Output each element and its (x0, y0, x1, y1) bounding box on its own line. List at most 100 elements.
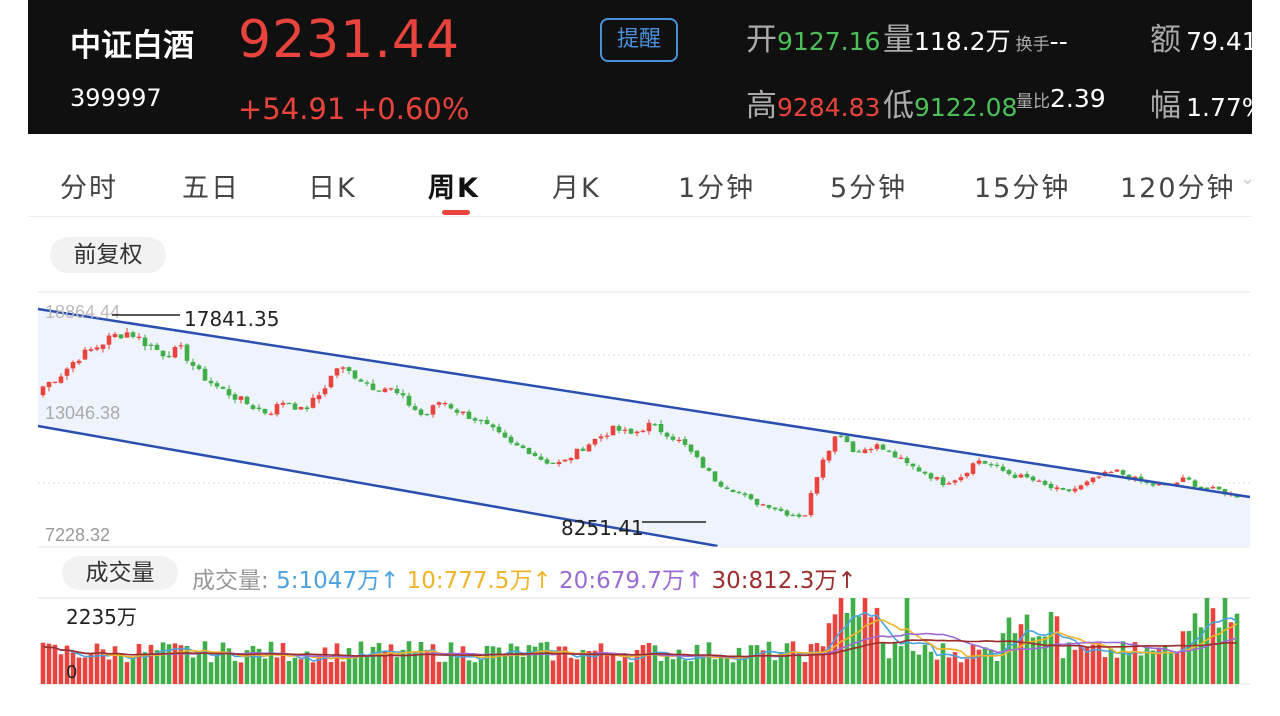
candle-body (322, 388, 328, 395)
amount-stat: 额 79.41 (1150, 14, 1252, 59)
volume-bar (802, 662, 808, 684)
candle-body (442, 403, 448, 405)
candle-body (916, 467, 922, 472)
candle-body (982, 461, 988, 464)
volume-bar (70, 652, 76, 684)
amplitude-label: 幅 (1150, 88, 1181, 124)
volume-bar (46, 643, 52, 684)
volume-bar (148, 644, 154, 684)
candle-body (682, 439, 688, 445)
volume-bar (670, 659, 676, 684)
candle-body (904, 457, 910, 464)
volume-bar (946, 657, 952, 684)
tab-1-minute[interactable]: 1分钟 (678, 173, 756, 204)
candle-body (604, 435, 610, 437)
tab-monthly-k[interactable]: 月K (552, 173, 601, 204)
volume-bar (790, 641, 796, 684)
price-channel-fill (38, 309, 1250, 546)
candle-body (520, 445, 526, 449)
turnover-value: -- (1049, 27, 1068, 56)
price-change: +54.91 (238, 92, 346, 126)
volume-bar (598, 643, 604, 684)
candle-body (814, 477, 820, 494)
candle-body (598, 436, 604, 439)
candle-body (1066, 489, 1072, 492)
volume-bar (544, 641, 550, 684)
tab-intraday[interactable]: 分时 (60, 173, 118, 204)
candle-body (514, 443, 520, 446)
tab-5-minute[interactable]: 5分钟 (830, 173, 908, 204)
volume-bar (382, 651, 388, 684)
candle-body (436, 402, 442, 405)
arrow-up-icon: ↑ (684, 568, 705, 594)
candle-body (574, 448, 580, 460)
volume-bar (958, 662, 964, 684)
volume-bar (580, 650, 586, 684)
volume-ma-series (42, 611, 1238, 662)
adjust-mode-button[interactable]: 前复权 (50, 237, 166, 273)
candle-body (622, 429, 628, 431)
candle-body (130, 332, 136, 337)
volume-bar (562, 646, 568, 684)
candle-body (1072, 488, 1078, 492)
volume-indicator-button[interactable]: 成交量 (62, 556, 178, 590)
candle-body (58, 376, 64, 383)
volume-ma30: 30:812.3万 (711, 568, 838, 594)
volume-bar (850, 598, 856, 684)
volume-bar (982, 647, 988, 684)
volume-bar (706, 642, 712, 684)
volume-bar (538, 642, 544, 684)
candle-body (220, 386, 226, 389)
volume-ma30-line (42, 639, 1238, 658)
volume-bar (976, 649, 982, 684)
left-margin (0, 0, 28, 716)
low-value: 9122.08 (914, 93, 1018, 122)
candle-body (700, 457, 706, 468)
volume-bar (1186, 631, 1192, 684)
volume-bar (64, 645, 70, 684)
candle-body (178, 345, 184, 347)
candle-body (106, 335, 112, 345)
candle-body (934, 477, 940, 480)
candle-body (160, 350, 166, 357)
volume-bar (1084, 647, 1090, 684)
volume-bar (844, 613, 850, 684)
volume-bar (694, 644, 700, 684)
candle-body (562, 459, 568, 462)
tab-weekly-k[interactable]: 周K (428, 173, 480, 204)
tab-daily-k[interactable]: 日K (308, 173, 357, 204)
candle-body (244, 396, 250, 405)
candle-body (298, 407, 304, 410)
volume-bar (490, 646, 496, 684)
chevron-down-icon[interactable]: ⌄ (1240, 168, 1256, 189)
candle-body (580, 448, 586, 451)
candle-body (394, 388, 400, 394)
low-marker-label: 8251.41 (561, 516, 644, 540)
y-tick-top: 18864.44 (45, 302, 120, 322)
volume-bar (604, 652, 610, 684)
volume-bar (874, 607, 880, 684)
volume-bar (406, 641, 412, 684)
volume-bar (478, 658, 484, 684)
candle-body (250, 405, 256, 409)
candle-body (730, 489, 736, 493)
volume-bar (1138, 655, 1144, 684)
candle-body (1090, 477, 1096, 482)
candle-body (1000, 466, 1006, 471)
candlestick-series (40, 328, 1240, 519)
candle-body (310, 397, 316, 408)
amplitude-value: 1.77% (1186, 93, 1252, 122)
volume-bar (1072, 649, 1078, 684)
tab-five-day[interactable]: 五日 (182, 173, 240, 204)
candle-body (676, 439, 682, 441)
candle-body (496, 426, 502, 433)
volume-bar (814, 643, 820, 684)
candle-body (82, 349, 88, 360)
candle-body (196, 365, 202, 369)
tab-120-minute[interactable]: 120分钟 (1120, 173, 1236, 204)
alert-button[interactable]: 提醒 (600, 18, 678, 62)
tab-15-minute[interactable]: 15分钟 (974, 173, 1071, 204)
candle-body (316, 395, 322, 400)
candle-body (376, 390, 382, 392)
